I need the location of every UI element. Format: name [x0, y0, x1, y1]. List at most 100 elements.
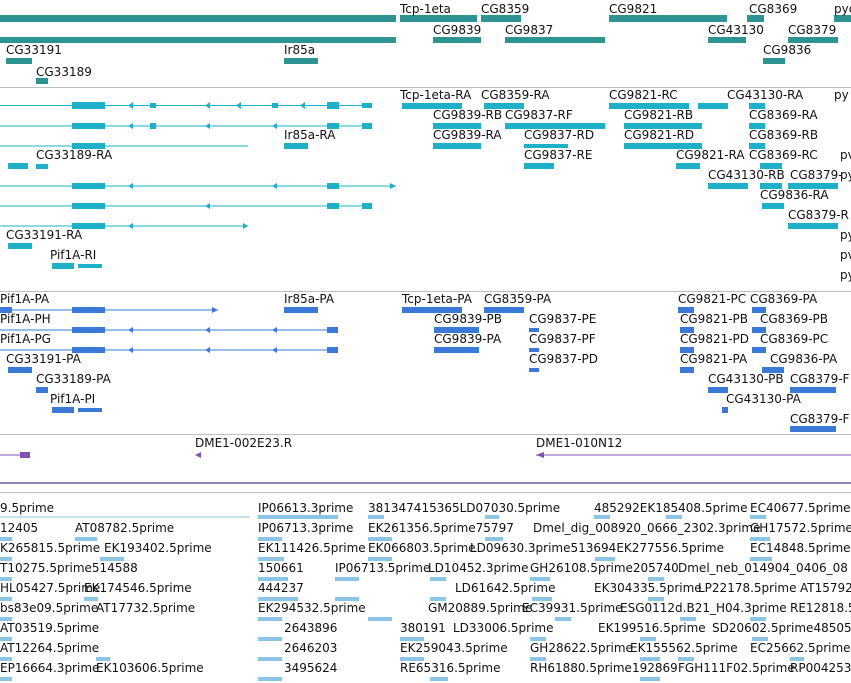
est-label[interactable]: GH17572.5prime: [750, 521, 851, 535]
est-bar[interactable]: [84, 597, 98, 601]
transcript-label[interactable]: Ir85a-RA: [284, 128, 336, 142]
est-label[interactable]: SD20602.5prime48505: [712, 621, 851, 635]
transcript-label[interactable]: CG9837-RF: [505, 108, 573, 122]
transcript-exon[interactable]: [362, 203, 372, 209]
est-label[interactable]: Dmel_dig_008920_0666_2302.3prime: [533, 521, 761, 535]
cds-block[interactable]: [72, 347, 105, 353]
est-label[interactable]: LP22178.5prime: [698, 581, 797, 595]
transcript-exon[interactable]: [749, 143, 765, 149]
est-label[interactable]: LD10452.3prime: [428, 561, 529, 575]
cds-label[interactable]: CG9839-PA: [434, 332, 502, 346]
cds-label[interactable]: CG9821-PB: [680, 312, 749, 326]
est-bar[interactable]: [258, 597, 298, 601]
gene-bar[interactable]: [788, 37, 838, 43]
est-label[interactable]: 444237: [258, 581, 304, 595]
est-bar[interactable]: [430, 577, 446, 581]
est-bar[interactable]: [555, 617, 571, 621]
transcript-exon[interactable]: [327, 102, 339, 109]
est-bar[interactable]: [258, 515, 338, 519]
est-label[interactable]: LD61642.5prime: [455, 581, 556, 595]
est-label[interactable]: AT08782.5prime: [75, 521, 175, 535]
est-label[interactable]: AT17732.5prime: [96, 601, 196, 615]
est-bar[interactable]: [750, 617, 766, 621]
transcript-exon[interactable]: [72, 223, 105, 229]
cds-block[interactable]: [72, 307, 105, 313]
cds-label[interactable]: CG8379-F: [790, 412, 850, 426]
est-bar[interactable]: [368, 537, 392, 541]
est-label[interactable]: EK304335.5prime: [594, 581, 702, 595]
transcript-exon[interactable]: [150, 103, 156, 108]
est-bar[interactable]: [0, 657, 12, 661]
est-label[interactable]: T10275.5prime514588: [0, 561, 138, 575]
est-bar[interactable]: [400, 637, 424, 641]
transcript-label[interactable]: py: [840, 168, 851, 182]
cds-label[interactable]: CG33189-PA: [36, 372, 111, 386]
est-label[interactable]: EK193402.5prime: [104, 541, 212, 555]
transcript-exon[interactable]: [36, 164, 48, 169]
est-label[interactable]: 2643896: [284, 621, 338, 635]
est-label[interactable]: EP16664.3prime: [0, 661, 100, 675]
est-bar[interactable]: [258, 657, 282, 661]
transcript-label[interactable]: CG8369-RC: [749, 148, 818, 162]
est-label[interactable]: EK261356.5prime75797: [368, 521, 514, 535]
est-label[interactable]: IP06613.3prime: [258, 501, 354, 515]
gene-bar[interactable]: [834, 15, 851, 22]
transcript-exon[interactable]: [150, 123, 156, 129]
est-label[interactable]: 3495624: [284, 661, 338, 675]
cds-block[interactable]: [402, 307, 462, 313]
transcript-exon[interactable]: [433, 143, 481, 149]
clone-end[interactable]: [20, 452, 30, 458]
transcript-label[interactable]: CG9837-RE: [524, 148, 593, 162]
clone-end[interactable]: [195, 452, 201, 458]
cds-block[interactable]: [678, 307, 694, 313]
cds-block[interactable]: [78, 408, 102, 412]
cds-block[interactable]: [752, 307, 766, 313]
cds-block[interactable]: [680, 367, 694, 373]
est-bar[interactable]: [530, 577, 550, 581]
transcript-label[interactable]: CG9821-RA: [676, 148, 745, 162]
est-bar[interactable]: [790, 657, 804, 661]
est-bar[interactable]: [678, 657, 694, 661]
transcript-exon[interactable]: [433, 123, 481, 129]
est-bar[interactable]: [258, 537, 282, 541]
cds-block[interactable]: [284, 307, 318, 313]
cds-label[interactable]: CG9821-PA: [680, 352, 748, 366]
est-bar[interactable]: [532, 597, 552, 601]
est-bar[interactable]: [96, 657, 110, 661]
transcript-label[interactable]: py: [834, 88, 849, 102]
est-bar[interactable]: [530, 637, 546, 641]
gene-bar[interactable]: [0, 37, 396, 43]
clone-label[interactable]: DME1-002E23.R: [195, 436, 293, 450]
cds-label[interactable]: CG9821-PC: [678, 292, 747, 306]
gene-label[interactable]: CG9836: [763, 43, 812, 57]
cds-label[interactable]: CG8379-F: [790, 372, 850, 386]
cds-label[interactable]: CG8369-PB: [760, 312, 829, 326]
transcript-exon[interactable]: [609, 103, 689, 109]
est-bar[interactable]: [640, 657, 660, 661]
est-bar[interactable]: [530, 657, 546, 661]
gene-label[interactable]: Ir85a: [284, 43, 316, 57]
est-label[interactable]: 485292EK185408.5prime: [594, 501, 748, 515]
cds-block[interactable]: [434, 327, 479, 333]
est-label[interactable]: LD33006.5prime: [453, 621, 554, 635]
cds-label[interactable]: CG9837-PD: [529, 352, 599, 366]
transcript-exon[interactable]: [78, 264, 102, 268]
cds-block[interactable]: [529, 328, 539, 332]
cds-block[interactable]: [72, 327, 105, 333]
est-label[interactable]: EK259043.5prime: [400, 641, 508, 655]
transcript-exon[interactable]: [788, 223, 838, 229]
est-bar[interactable]: [750, 557, 772, 561]
cds-block[interactable]: [752, 327, 766, 333]
clone-label[interactable]: DME1-010N12: [536, 436, 623, 450]
est-bar[interactable]: [752, 637, 768, 641]
gene-bar[interactable]: [433, 37, 481, 43]
transcript-exon[interactable]: [72, 102, 105, 109]
transcript-exon[interactable]: [327, 203, 339, 209]
est-bar[interactable]: [594, 515, 610, 519]
cds-block[interactable]: [327, 347, 338, 353]
transcript-exon[interactable]: [72, 143, 105, 149]
transcript-label[interactable]: CG9839-RB: [433, 108, 503, 122]
transcript-exon[interactable]: [762, 203, 784, 209]
est-label[interactable]: 150661: [258, 561, 304, 575]
est-bar[interactable]: [368, 557, 392, 561]
